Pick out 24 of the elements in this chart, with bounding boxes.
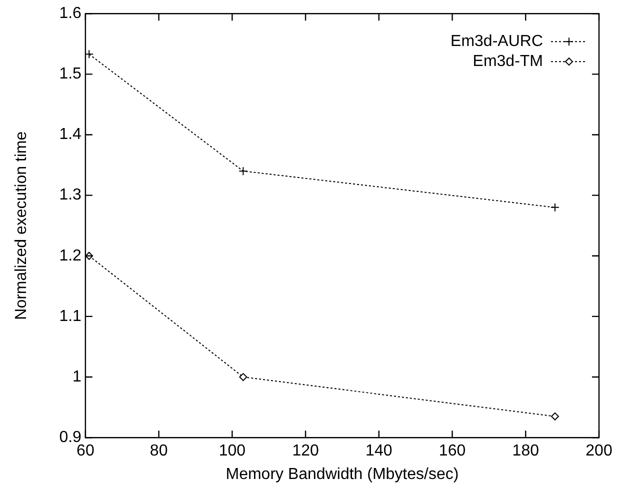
y-tick-label: 1.3 — [59, 186, 82, 204]
point — [550, 202, 560, 212]
y-tick-label: 1.5 — [59, 66, 82, 83]
x-tick-label: 100 — [218, 442, 246, 460]
y-tick-label: 1.6 — [59, 5, 82, 22]
legend-label: Em3d-AURC — [450, 33, 543, 50]
point — [239, 373, 248, 382]
y-axis-title: Normalized execution time — [13, 131, 30, 320]
x-tick-label: 120 — [292, 442, 319, 460]
x-axis-title: Memory Bandwidth (Mbytes/sec) — [226, 466, 459, 483]
x-tick-label: 160 — [438, 442, 466, 460]
y-tick-label: 1.1 — [59, 308, 82, 325]
x-tick-label: 200 — [586, 442, 612, 460]
point — [238, 166, 248, 176]
x-tick-label: 180 — [512, 442, 540, 460]
y-tick-label: 1.2 — [59, 247, 82, 264]
x-tick-label: 60 — [76, 442, 94, 460]
point — [85, 50, 94, 59]
y-tick-label: 1.4 — [59, 126, 82, 144]
y-tick-label: 1 — [72, 368, 82, 386]
x-tick-label: 140 — [366, 442, 392, 460]
x-tick-label: 80 — [150, 442, 168, 460]
point — [550, 412, 559, 420]
legend-label: Em3d-TM — [472, 53, 543, 70]
